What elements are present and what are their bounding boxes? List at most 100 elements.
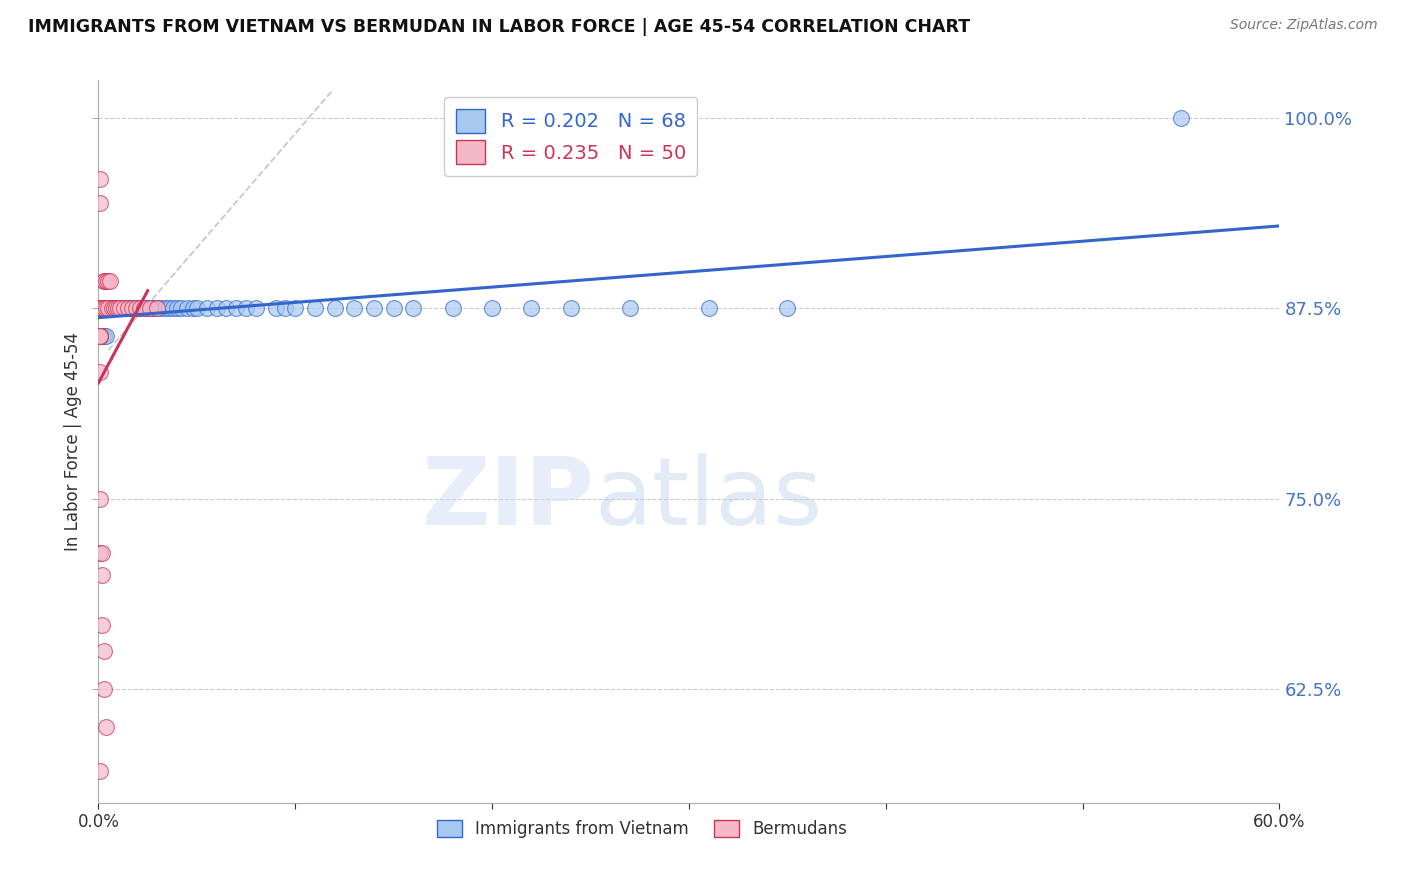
Point xyxy=(98,301,121,316)
Point xyxy=(146,301,169,316)
Point xyxy=(101,301,124,316)
Point xyxy=(91,301,114,316)
Point xyxy=(107,301,129,316)
Point xyxy=(108,301,131,316)
Point xyxy=(118,301,141,316)
Text: atlas: atlas xyxy=(595,453,823,545)
Point xyxy=(93,301,115,316)
Point xyxy=(127,301,149,316)
Point xyxy=(91,546,114,560)
Point xyxy=(112,301,135,316)
Point xyxy=(128,301,150,316)
Point xyxy=(697,301,720,316)
Point xyxy=(166,301,188,316)
Point xyxy=(108,301,131,316)
Point xyxy=(91,301,114,316)
Point xyxy=(560,301,582,316)
Point xyxy=(122,301,145,316)
Point xyxy=(89,491,111,506)
Point xyxy=(93,681,115,696)
Point xyxy=(89,301,111,316)
Point xyxy=(146,301,169,316)
Point xyxy=(89,301,111,316)
Point xyxy=(89,764,111,778)
Point xyxy=(89,301,111,316)
Point xyxy=(121,301,143,316)
Point xyxy=(141,301,163,316)
Point xyxy=(225,301,247,316)
Point xyxy=(162,301,184,316)
Point xyxy=(93,301,115,316)
Point xyxy=(96,720,118,734)
Point xyxy=(89,301,111,316)
Point xyxy=(125,301,148,316)
Point xyxy=(105,301,128,316)
Point xyxy=(125,301,148,316)
Point xyxy=(103,301,125,316)
Point xyxy=(343,301,366,316)
Point xyxy=(91,301,114,316)
Point xyxy=(89,172,111,186)
Point xyxy=(363,301,385,316)
Point xyxy=(176,301,198,316)
Point xyxy=(97,301,120,316)
Point xyxy=(264,301,287,316)
Point xyxy=(98,301,121,316)
Point xyxy=(195,301,218,316)
Point xyxy=(117,301,139,316)
Point xyxy=(103,301,125,316)
Point xyxy=(89,301,111,316)
Point xyxy=(304,301,326,316)
Point xyxy=(96,274,118,288)
Point xyxy=(520,301,543,316)
Point xyxy=(245,301,267,316)
Point xyxy=(619,301,641,316)
Point xyxy=(101,301,124,316)
Point xyxy=(131,301,153,316)
Point xyxy=(107,301,129,316)
Point xyxy=(121,301,143,316)
Point xyxy=(89,328,111,343)
Point xyxy=(89,328,111,343)
Point xyxy=(91,301,114,316)
Point xyxy=(96,301,118,316)
Point xyxy=(138,301,160,316)
Point xyxy=(101,301,124,316)
Point xyxy=(155,301,177,316)
Point xyxy=(157,301,180,316)
Point xyxy=(170,301,193,316)
Point xyxy=(186,301,208,316)
Text: IMMIGRANTS FROM VIETNAM VS BERMUDAN IN LABOR FORCE | AGE 45-54 CORRELATION CHART: IMMIGRANTS FROM VIETNAM VS BERMUDAN IN L… xyxy=(28,18,970,36)
Point xyxy=(107,301,129,316)
Point xyxy=(132,301,155,316)
Point xyxy=(284,301,307,316)
Point xyxy=(112,301,135,316)
Point xyxy=(776,301,799,316)
Point xyxy=(89,196,111,211)
Point xyxy=(91,301,114,316)
Point xyxy=(93,328,115,343)
Text: Source: ZipAtlas.com: Source: ZipAtlas.com xyxy=(1230,18,1378,32)
Point xyxy=(481,301,503,316)
Point xyxy=(91,567,114,582)
Point xyxy=(97,274,120,288)
Point xyxy=(382,301,405,316)
Legend: Immigrants from Vietnam, Bermudans: Immigrants from Vietnam, Bermudans xyxy=(430,814,853,845)
Point xyxy=(89,328,111,343)
Point xyxy=(1170,112,1192,126)
Point xyxy=(142,301,165,316)
Point xyxy=(93,274,115,288)
Point xyxy=(215,301,238,316)
Point xyxy=(96,328,118,343)
Point xyxy=(117,301,139,316)
Point xyxy=(105,301,128,316)
Point xyxy=(274,301,297,316)
Point xyxy=(89,301,111,316)
Point xyxy=(402,301,425,316)
Point xyxy=(97,301,120,316)
Point xyxy=(235,301,257,316)
Point xyxy=(150,301,173,316)
Point xyxy=(89,328,111,343)
Point xyxy=(205,301,228,316)
Y-axis label: In Labor Force | Age 45-54: In Labor Force | Age 45-54 xyxy=(63,332,82,551)
